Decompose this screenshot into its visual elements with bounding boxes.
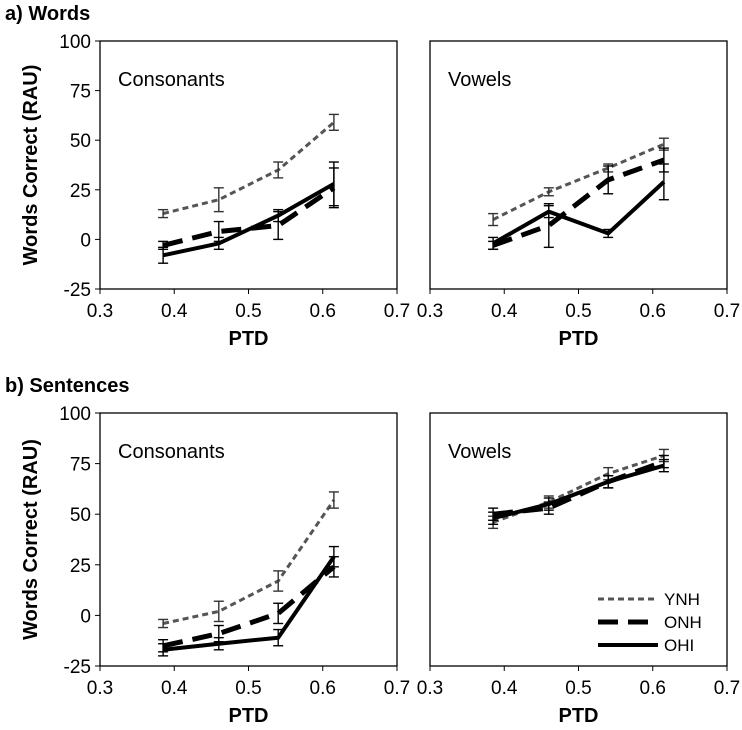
- series-line-ohi: [162, 182, 335, 258]
- series-line-ynh: [162, 121, 335, 216]
- panels: 0.3 0.4 0.5 0.6 0.7 -25 0 25 50 75 100 PTD Words Cor…: [20, 32, 740, 727]
- y-tick-label: -25: [64, 280, 91, 301]
- y-tick-label: 100: [59, 32, 91, 53]
- x-tick-label: 0.3: [87, 301, 113, 322]
- legend-label-ynh: YNH: [664, 590, 700, 609]
- y-axis-label: Words Correct (RAU): [20, 439, 42, 640]
- series-line-onh: [162, 185, 336, 248]
- x-tick-label: 0.4: [161, 678, 188, 699]
- series-line-ynh: [492, 454, 665, 524]
- x-axis-label: PTD: [229, 705, 269, 727]
- legend-label-onh: ONH: [664, 613, 702, 632]
- series-line-onh: [492, 157, 665, 248]
- x-tick-label: 0.7: [384, 678, 410, 699]
- x-tick-label: 0.3: [87, 678, 113, 699]
- x-tick-label: 0.5: [235, 301, 261, 322]
- series-line-onh: [162, 564, 336, 649]
- series-line-ohi: [492, 180, 666, 246]
- panel-title: Vowels: [448, 441, 511, 463]
- y-tick-label: 50: [70, 505, 91, 526]
- x-tick-label: 0.4: [491, 678, 518, 699]
- x-tick-label: 0.7: [384, 301, 410, 322]
- y-tick-label: 50: [70, 131, 91, 152]
- x-tick-label: 0.4: [491, 301, 518, 322]
- section-title-sentences: b) Sentences: [5, 375, 129, 397]
- x-tick-label: 0.6: [310, 301, 336, 322]
- legend: YNH ONH OHI: [598, 590, 702, 655]
- x-axis-label: PTD: [229, 328, 269, 350]
- y-tick-label: -25: [64, 657, 91, 678]
- chart-panel-3: 0.3 0.4 0.5 0.6 0.7 PTD Vowels: [417, 412, 740, 727]
- y-tick-label: 25: [70, 556, 91, 577]
- x-tick-label: 0.6: [640, 301, 666, 322]
- y-axis-label: Words Correct (RAU): [20, 65, 42, 266]
- panel-title: Consonants: [118, 441, 225, 463]
- y-tick-label: 75: [70, 455, 91, 476]
- chart-panel-1: 0.3 0.4 0.5 0.6 0.7 PTD Vowels: [417, 40, 740, 350]
- series-line-ynh: [492, 142, 665, 221]
- panel-title: Consonants: [118, 69, 225, 91]
- chart-panel-2: 0.3 0.4 0.5 0.6 0.7 -25 0 25 50 75 100 PTD Words Cor…: [20, 404, 410, 727]
- series-line-ohi: [492, 463, 665, 521]
- x-tick-label: 0.3: [417, 678, 443, 699]
- x-tick-label: 0.5: [565, 678, 591, 699]
- x-tick-label: 0.7: [714, 301, 740, 322]
- x-axis-label: PTD: [559, 328, 599, 350]
- x-tick-label: 0.5: [235, 678, 261, 699]
- panel-title: Vowels: [448, 69, 511, 91]
- x-tick-label: 0.4: [161, 301, 188, 322]
- y-tick-label: 75: [70, 82, 91, 103]
- x-tick-label: 0.7: [714, 678, 740, 699]
- x-axis-label: PTD: [559, 705, 599, 727]
- x-tick-label: 0.3: [417, 301, 443, 322]
- chart-panel-0: 0.3 0.4 0.5 0.6 0.7 -25 0 25 50 75 100 PTD Words Cor…: [20, 32, 410, 350]
- y-tick-label: 25: [70, 181, 91, 202]
- section-title-words: a) Words: [5, 3, 90, 25]
- y-tick-label: 0: [80, 606, 91, 627]
- x-tick-label: 0.6: [310, 678, 336, 699]
- y-tick-label: 100: [59, 404, 91, 425]
- x-tick-label: 0.6: [640, 678, 666, 699]
- series-line-ynh: [162, 499, 336, 625]
- y-tick-label: 0: [80, 230, 91, 251]
- x-tick-label: 0.5: [565, 301, 591, 322]
- series-line-ohi: [162, 555, 336, 652]
- legend-label-ohi: OHI: [664, 636, 694, 655]
